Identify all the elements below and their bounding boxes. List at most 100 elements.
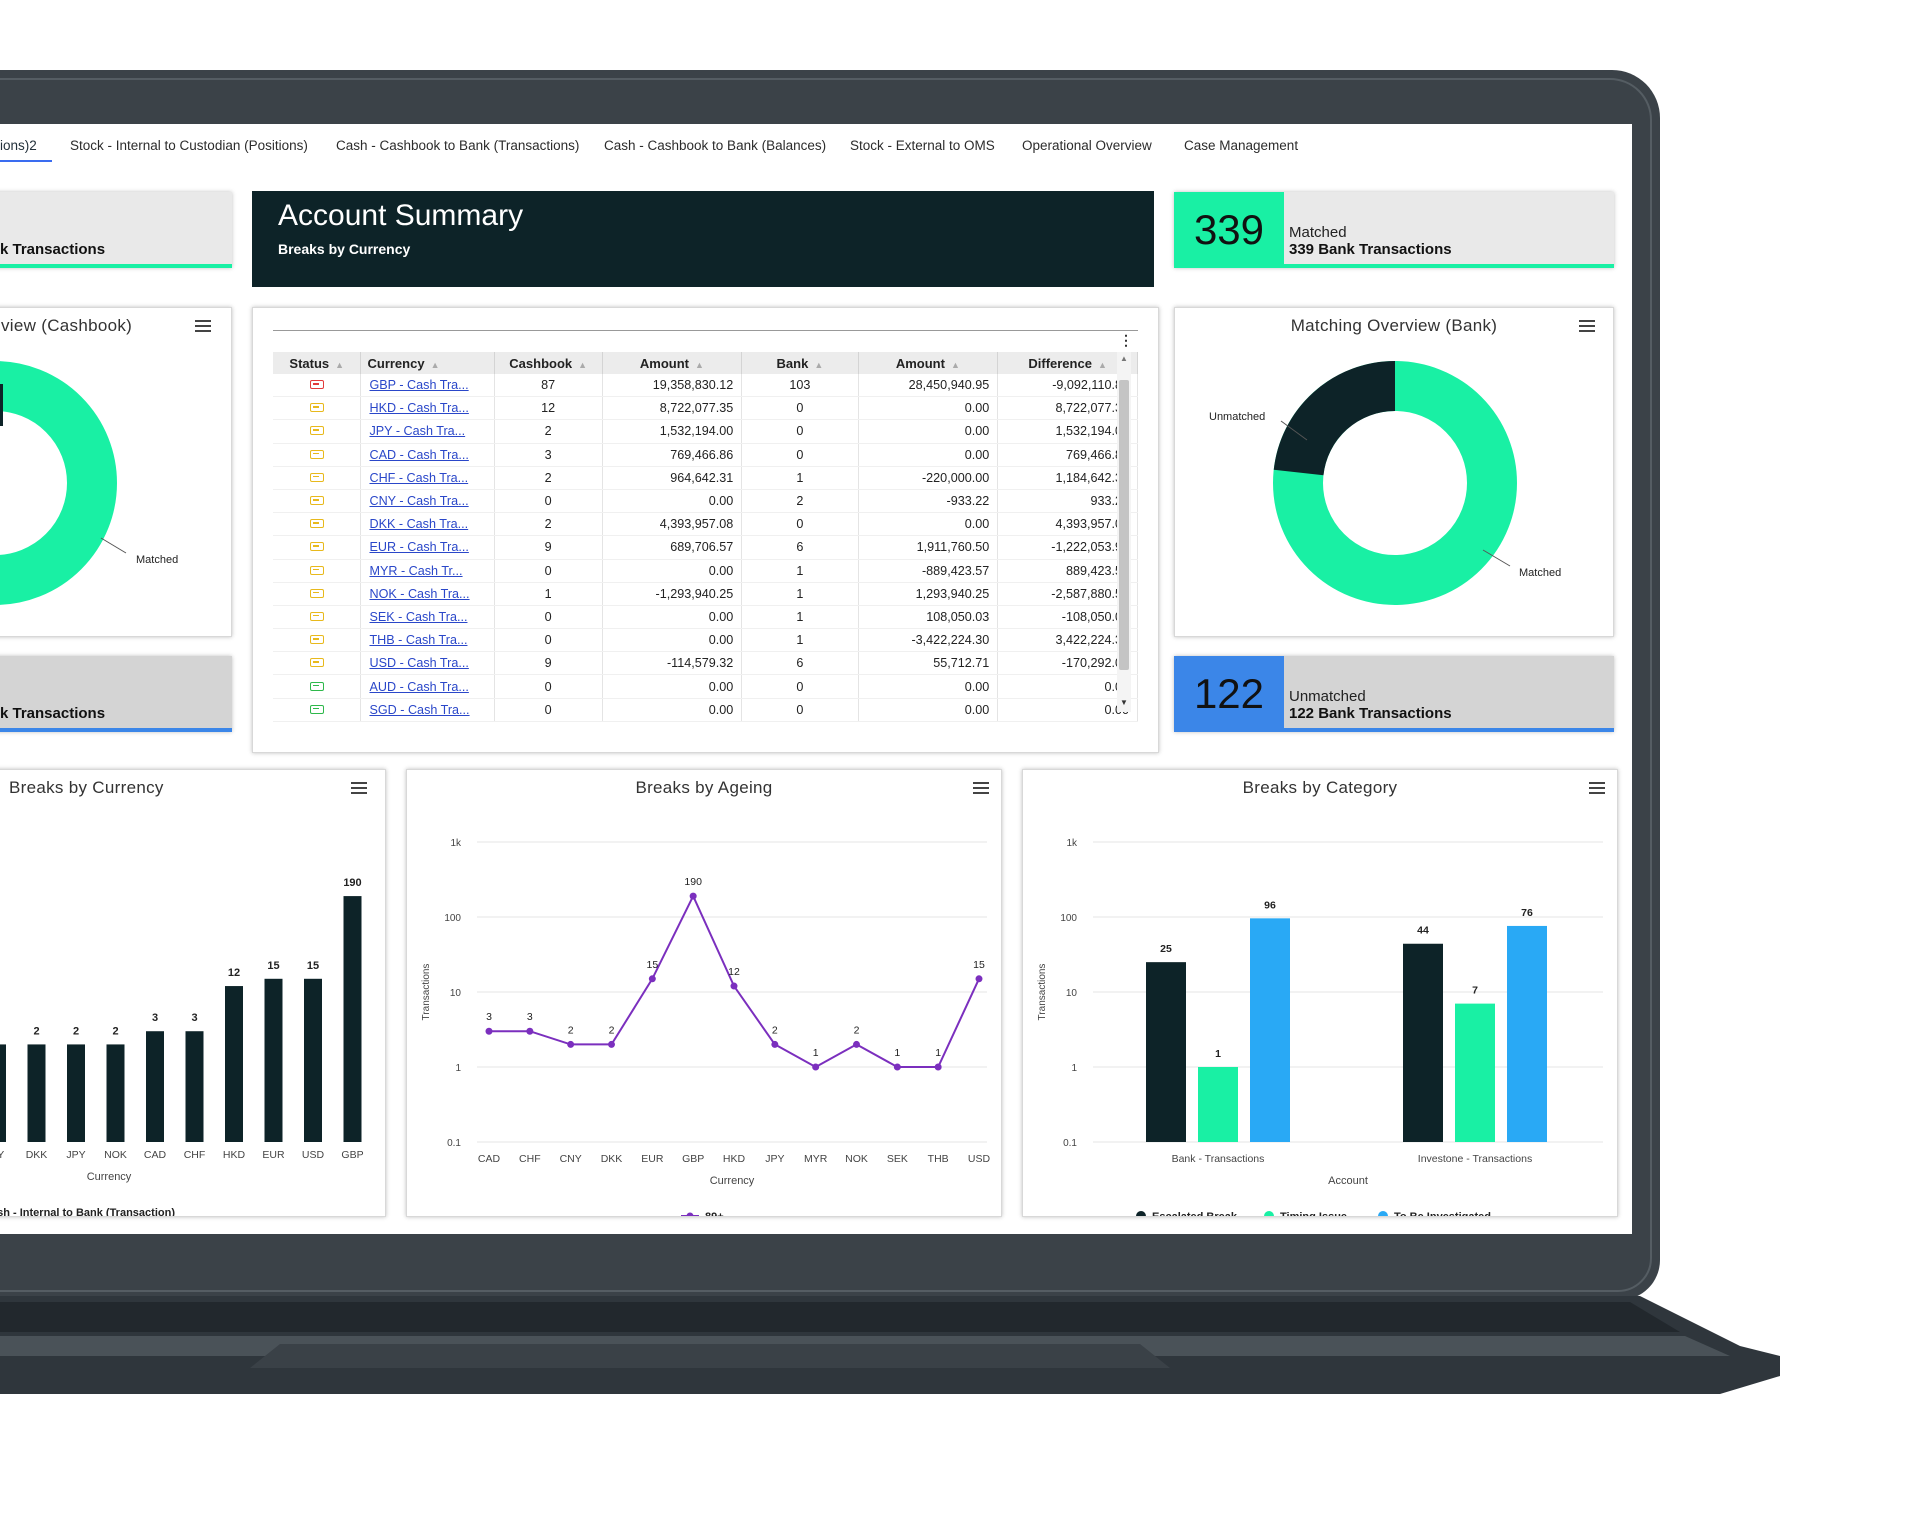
ageing-point <box>567 1040 575 1048</box>
ageing-point-label: 3 <box>527 1011 533 1023</box>
table-scrollbar-thumb[interactable] <box>1119 380 1129 670</box>
ageing-x-tick: USD <box>968 1153 991 1165</box>
breaks-table: Status ▲ Currency ▲ Cashbook ▲ Amount ▲ Bank… <box>273 352 1138 722</box>
ageing-x-tick: JPY <box>765 1153 784 1165</box>
category-bar-label: 96 <box>1264 899 1276 911</box>
breaks-by-currency-menu-icon[interactable] <box>351 782 367 794</box>
row-currency-link[interactable]: HKD - Cash Tra... <box>360 396 495 421</box>
col-amount-cashbook[interactable]: Amount ▲ <box>602 352 743 374</box>
row-currency-link[interactable]: SEK - Cash Tra... <box>360 605 495 630</box>
row-amount-cashbook: 0.00 <box>602 489 743 514</box>
breaks-by-category-menu-icon[interactable] <box>1589 782 1605 794</box>
row-currency-link[interactable]: AUD - Cash Tra... <box>360 674 495 699</box>
row-amount-cashbook: -114,579.32 <box>602 651 743 676</box>
breaks-by-ageing-menu-icon[interactable] <box>973 782 989 794</box>
table-more-icon[interactable]: ⋮ <box>1119 332 1133 348</box>
row-bank: 1 <box>741 466 859 490</box>
kpi-matched[interactable]: 339 Matched 339 Bank Transactions <box>1174 192 1614 268</box>
table-row[interactable]: NOK - Cash Tra... 1 -1,293,940.25 1 1,293,94… <box>273 582 1138 606</box>
row-amount-cashbook: 0.00 <box>602 559 743 583</box>
currency-bar <box>225 986 243 1142</box>
laptop-keyboard-base <box>0 1296 1780 1394</box>
breaks-table-card: ⋮ Status ▲ Currency ▲ Cashbook ▲ Amount ▲ Ba… <box>252 307 1159 753</box>
tab-bar: ions)2 Stock - Internal to Custodian (Po… <box>0 124 1632 168</box>
table-header-row: Status ▲ Currency ▲ Cashbook ▲ Amount ▲ Bank… <box>273 352 1138 374</box>
kpi-matched-label: Matched <box>1289 224 1347 241</box>
row-currency-link[interactable]: DKK - Cash Tra... <box>360 512 495 537</box>
table-scrollbar[interactable]: ▲ ▼ <box>1117 352 1131 712</box>
row-currency-link[interactable]: CNY - Cash Tra... <box>360 489 495 514</box>
kpi-left-unmatched[interactable]: k Transactions <box>0 656 232 732</box>
row-status-icon <box>273 374 362 398</box>
category-bar <box>1507 925 1547 1142</box>
tab-transactions2[interactable]: ions)2 <box>0 138 37 153</box>
table-row[interactable]: JPY - Cash Tra... 2 1,532,194.00 0 0.00 1,532… <box>273 419 1138 444</box>
ageing-point <box>526 1027 534 1035</box>
col-amount-bank[interactable]: Amount ▲ <box>858 352 999 374</box>
ageing-point-label: 15 <box>973 959 985 971</box>
ageing-point-label: 3 <box>486 1011 492 1023</box>
currency-tick-label: CAD <box>144 1149 167 1161</box>
row-currency-link[interactable]: JPY - Cash Tra... <box>360 419 495 444</box>
table-row[interactable]: MYR - Cash Tr... 0 0.00 1 -889,423.57 889,423… <box>273 559 1138 583</box>
row-amount-cashbook: 8,722,077.35 <box>602 396 743 421</box>
kpi-left-unmatched-label: k Transactions <box>0 705 106 722</box>
row-currency-link[interactable]: MYR - Cash Tr... <box>360 559 495 583</box>
bank-donut-menu-icon[interactable] <box>1579 320 1595 332</box>
table-row[interactable]: GBP - Cash Tra... 87 19,358,830.12 103 28,45… <box>273 374 1138 398</box>
category-bar <box>1198 1067 1238 1142</box>
ageing-x-tick: GBP <box>682 1153 704 1165</box>
table-row[interactable]: CAD - Cash Tra... 3 769,466.86 0 0.00 769,466… <box>273 443 1138 467</box>
table-row[interactable]: EUR - Cash Tra... 9 689,706.57 6 1,911,760.5… <box>273 535 1138 560</box>
row-currency-link[interactable]: THB - Cash Tra... <box>360 628 495 653</box>
row-currency-link[interactable]: GBP - Cash Tra... <box>360 374 495 398</box>
kpi-matched-value: 339 <box>1174 192 1284 268</box>
row-cashbook: 0 <box>494 605 603 630</box>
table-row[interactable]: CNY - Cash Tra... 0 0.00 2 -933.22 933.22 <box>273 489 1138 514</box>
ageing-point-label: 2 <box>609 1024 615 1036</box>
col-difference[interactable]: Difference ▲ <box>997 352 1138 374</box>
row-currency-link[interactable]: NOK - Cash Tra... <box>360 582 495 606</box>
ageing-point-label: 1 <box>894 1047 900 1059</box>
table-row[interactable]: HKD - Cash Tra... 12 8,722,077.35 0 0.00 8,72… <box>273 396 1138 421</box>
cashbook-donut-menu-icon[interactable] <box>195 320 211 332</box>
table-row[interactable]: SEK - Cash Tra... 0 0.00 1 108,050.03 -108,05… <box>273 605 1138 630</box>
row-currency-link[interactable]: USD - Cash Tra... <box>360 651 495 676</box>
col-status[interactable]: Status ▲ <box>273 352 362 374</box>
ageing-y-tick: 100 <box>444 913 461 924</box>
cashbook-donut-unmatched-slice <box>0 384 3 426</box>
col-bank[interactable]: Bank ▲ <box>741 352 859 374</box>
table-row[interactable]: THB - Cash Tra... 0 0.00 1 -3,422,224.30 3,42… <box>273 628 1138 653</box>
currency-bar-label: 3 <box>152 1012 158 1024</box>
tab-stock-external-oms[interactable]: Stock - External to OMS <box>850 138 995 153</box>
tab-cash-cashbook-bank-transactions[interactable]: Cash - Cashbook to Bank (Transactions) <box>336 138 580 153</box>
col-cashbook[interactable]: Cashbook ▲ <box>494 352 603 374</box>
row-currency-link[interactable]: SGD - Cash Tra... <box>360 698 495 722</box>
row-currency-link[interactable]: EUR - Cash Tra... <box>360 535 495 560</box>
row-cashbook: 12 <box>494 396 603 421</box>
col-currency[interactable]: Currency ▲ <box>360 352 495 374</box>
kpi-left-matched[interactable]: k Transactions <box>0 192 232 268</box>
ageing-point <box>608 1040 615 1048</box>
bank-donut-unmatched-label: Unmatched <box>1209 411 1265 423</box>
row-status-icon <box>273 605 362 630</box>
table-row[interactable]: CHF - Cash Tra... 2 964,642.31 1 -220,000.00… <box>273 466 1138 490</box>
currency-bar-label: 3 <box>191 1012 197 1024</box>
tab-cash-cashbook-bank-balances[interactable]: Cash - Cashbook to Bank (Balances) <box>604 138 827 153</box>
row-currency-link[interactable]: CHF - Cash Tra... <box>360 466 495 490</box>
row-bank: 0 <box>741 674 859 699</box>
tab-operational-overview[interactable]: Operational Overview <box>1022 138 1152 153</box>
category-x-axis-label: Account <box>1328 1175 1368 1187</box>
row-currency-link[interactable]: CAD - Cash Tra... <box>360 443 495 467</box>
cashbook-donut-matched-slice <box>0 361 117 605</box>
cashbook-donut-leader <box>100 537 127 554</box>
kpi-unmatched[interactable]: 122 Unmatched 122 Bank Transactions <box>1174 656 1614 732</box>
ageing-point-label: 1 <box>813 1047 819 1059</box>
row-cashbook: 9 <box>494 535 603 560</box>
table-row[interactable]: USD - Cash Tra... 9 -114,579.32 6 55,712.71-… <box>273 651 1138 676</box>
table-row[interactable]: DKK - Cash Tra... 2 4,393,957.08 0 0.00 4,393… <box>273 512 1138 537</box>
tab-case-management[interactable]: Case Management <box>1184 138 1299 153</box>
tab-stock-internal-custodian[interactable]: Stock - Internal to Custodian (Positions… <box>70 138 308 153</box>
